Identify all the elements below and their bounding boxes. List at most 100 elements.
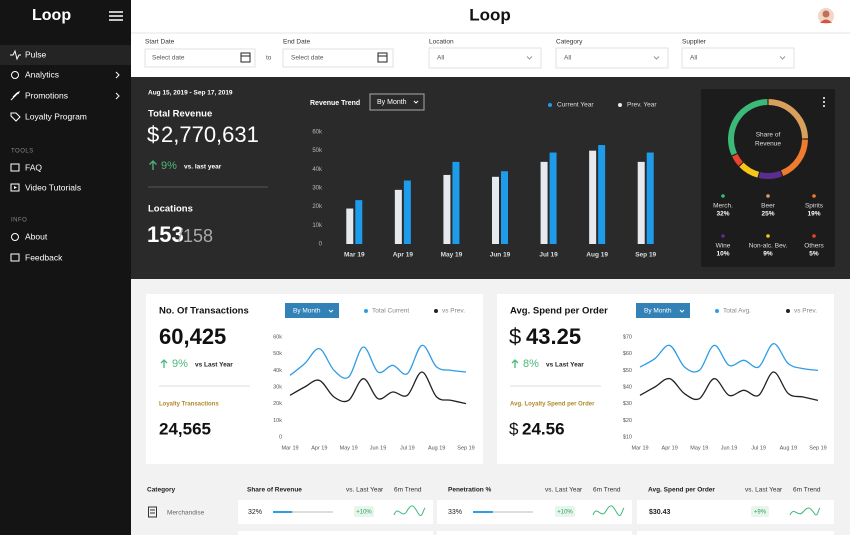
date-range: Aug 15, 2019 - Sep 17, 2019 <box>148 90 233 97</box>
locations-title: Locations <box>148 204 193 215</box>
nav-label: Feedback <box>25 252 63 262</box>
y-tick-label: $10 <box>623 434 632 440</box>
card-title: No. Of Transactions <box>159 306 249 317</box>
sidebar <box>0 0 131 535</box>
y-tick-label: 30k <box>273 384 282 390</box>
nav-pulse[interactable]: Pulse <box>10 49 47 61</box>
revenue-change-label: vs. last year <box>184 164 222 171</box>
penetration-value: 33% <box>448 509 462 516</box>
table-header: Category <box>147 487 176 494</box>
table-header: Penetration % <box>448 487 492 494</box>
nav-label: About <box>25 231 48 241</box>
supplier-select[interactable]: All <box>681 47 795 69</box>
x-tick-label: Jun 19 <box>721 445 738 451</box>
to-label: to <box>266 55 272 62</box>
locations-total: /158 <box>178 226 213 246</box>
end-date-input[interactable]: Select date <box>282 48 394 68</box>
up-arrow <box>511 359 519 368</box>
legend-swatch <box>812 234 816 238</box>
nav-feedback[interactable]: Feedback <box>10 252 63 262</box>
nav-analytics[interactable]: Analytics <box>11 69 120 79</box>
filter-label: Start Date <box>145 39 175 46</box>
x-tick-label: Sep 19 <box>457 445 474 451</box>
sidebar-logo: Loop <box>32 7 71 24</box>
table-cell <box>637 531 834 535</box>
x-tick-label: Mar 19 <box>631 445 648 451</box>
dropdown-label: By Month <box>644 308 672 315</box>
nav-promotions[interactable]: Promotions <box>10 90 120 101</box>
bar <box>589 150 597 244</box>
x-tick-label: Mar 19 <box>344 252 365 259</box>
menu-button[interactable] <box>109 11 123 21</box>
share-change: +10% <box>356 510 372 516</box>
nav-faq[interactable]: FAQ <box>10 162 42 172</box>
revenue-currency: $ <box>147 122 159 147</box>
avg-spend-change: +9% <box>754 510 767 516</box>
progress-track <box>473 511 533 513</box>
x-tick-label: Aug 19 <box>780 445 797 451</box>
legend-label: Prev. Year <box>627 102 657 109</box>
nav-label: Pulse <box>25 49 47 59</box>
y-tick-label: $20 <box>623 418 632 424</box>
nav-about[interactable]: About <box>11 231 48 241</box>
legend-label: Spirits <box>805 203 824 210</box>
bar <box>540 161 548 244</box>
location-select[interactable]: All <box>428 47 542 69</box>
x-tick-label: May 19 <box>690 445 708 451</box>
value-label: 32% <box>716 211 729 218</box>
legend-label: Wine <box>716 243 731 250</box>
avatar[interactable] <box>818 8 834 24</box>
bar <box>346 208 354 244</box>
y-tick-label: $30 <box>623 401 632 407</box>
kpi-change-label: vs Last Year <box>546 362 584 369</box>
bar <box>403 180 411 244</box>
table-cell <box>437 500 632 524</box>
period-dropdown[interactable]: By Month <box>636 303 690 318</box>
table-header: Share of Revenue <box>247 487 302 494</box>
x-tick-label: May 19 <box>441 252 463 259</box>
bar <box>355 200 363 244</box>
more-menu[interactable] <box>823 97 825 107</box>
x-tick-label: Jul 19 <box>539 252 558 259</box>
period-dropdown[interactable]: By Month <box>285 303 339 318</box>
donut-segment <box>768 99 808 139</box>
up-arrow <box>160 359 168 368</box>
legend-swatch <box>715 309 719 313</box>
progress-track <box>273 511 333 513</box>
filter-label: End Date <box>283 39 310 46</box>
legend-label: Total Current <box>372 308 409 315</box>
card-title: Avg. Spend per Order <box>510 306 608 317</box>
y-tick-label: 40k <box>312 167 323 173</box>
y-tick-label: 10k <box>312 223 323 229</box>
kpi-change-label: vs Last Year <box>195 362 233 369</box>
table-header: 6m Trend <box>593 487 621 494</box>
period-dropdown[interactable]: By Month <box>369 93 425 111</box>
x-tick-label: Apr 19 <box>393 252 414 259</box>
legend-label: vs Prev. <box>794 308 817 315</box>
start-date-input[interactable]: Select date <box>144 48 256 68</box>
y-tick-label: 50k <box>312 148 323 154</box>
y-tick-label: 0 <box>319 242 323 248</box>
donut-segment <box>739 162 760 178</box>
legend-label: vs Prev. <box>442 308 465 315</box>
legend-swatch <box>721 234 725 238</box>
table-cell <box>238 500 433 524</box>
nav-video[interactable]: Video Tutorials <box>10 182 81 192</box>
table-header: 6m Trend <box>394 487 422 494</box>
donut-segment <box>728 99 768 156</box>
kpi-value: 60,425 <box>159 324 226 349</box>
x-tick-label: Jun 19 <box>490 252 511 259</box>
dropdown-label: By Month <box>377 99 407 106</box>
donut-segment <box>758 170 783 179</box>
nav-loyalty[interactable]: Loyalty Program <box>10 111 87 122</box>
table-header: vs. Last Year <box>545 487 583 494</box>
loyalty-value: 24,565 <box>159 419 211 438</box>
card <box>146 294 483 464</box>
table-cell <box>238 531 433 535</box>
category-select[interactable]: All <box>555 47 669 69</box>
nav-label: FAQ <box>25 162 42 172</box>
donut-segment <box>732 153 743 166</box>
line-series <box>639 343 819 373</box>
bar <box>452 161 460 244</box>
